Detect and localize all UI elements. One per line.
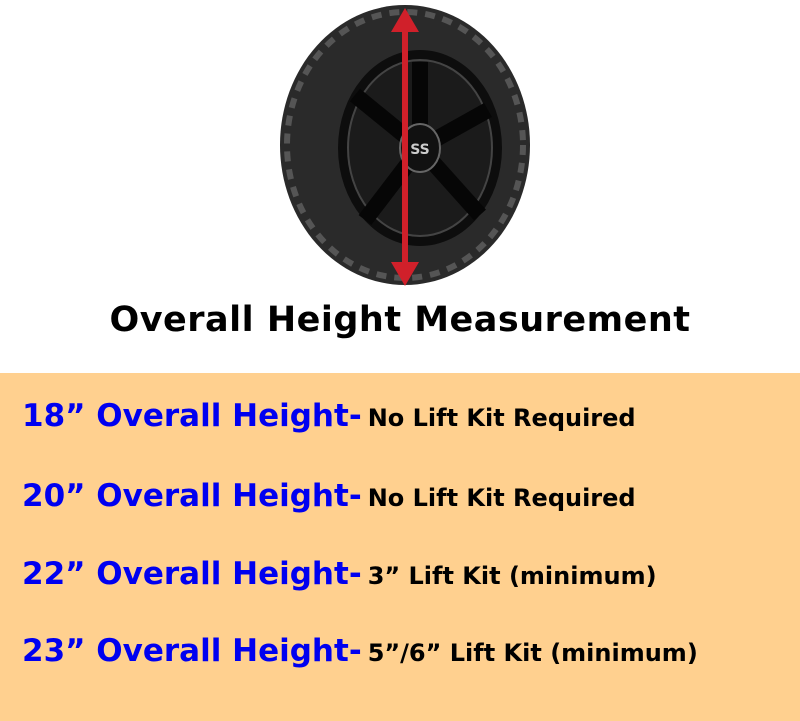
wheel-logo: SS <box>410 142 430 158</box>
height-label: 20” Overall Height- <box>22 478 362 514</box>
height-requirements-panel: 18” Overall Height- No Lift Kit Required … <box>0 373 800 721</box>
height-label: 18” Overall Height- <box>22 398 362 434</box>
product-image-area: SS Overall Height Measurement <box>109 5 691 340</box>
page-title: Overall Height Measurement <box>109 300 691 340</box>
lift-requirement: 3” Lift Kit (minimum) <box>367 562 657 590</box>
height-row: 20” Overall Height- No Lift Kit Required <box>22 478 636 514</box>
height-row: 18” Overall Height- No Lift Kit Required <box>22 398 636 434</box>
height-row: 23” Overall Height- 5”/6” Lift Kit (minim… <box>22 633 698 669</box>
tire-wheel-image: SS <box>280 5 530 286</box>
lift-requirement: No Lift Kit Required <box>367 484 636 512</box>
lift-requirement: 5”/6” Lift Kit (minimum) <box>367 639 698 667</box>
height-label: 22” Overall Height- <box>22 556 362 592</box>
height-label: 23” Overall Height- <box>22 633 362 669</box>
height-row: 22” Overall Height- 3” Lift Kit (minimum) <box>22 556 657 592</box>
lift-requirement: No Lift Kit Required <box>367 404 636 432</box>
